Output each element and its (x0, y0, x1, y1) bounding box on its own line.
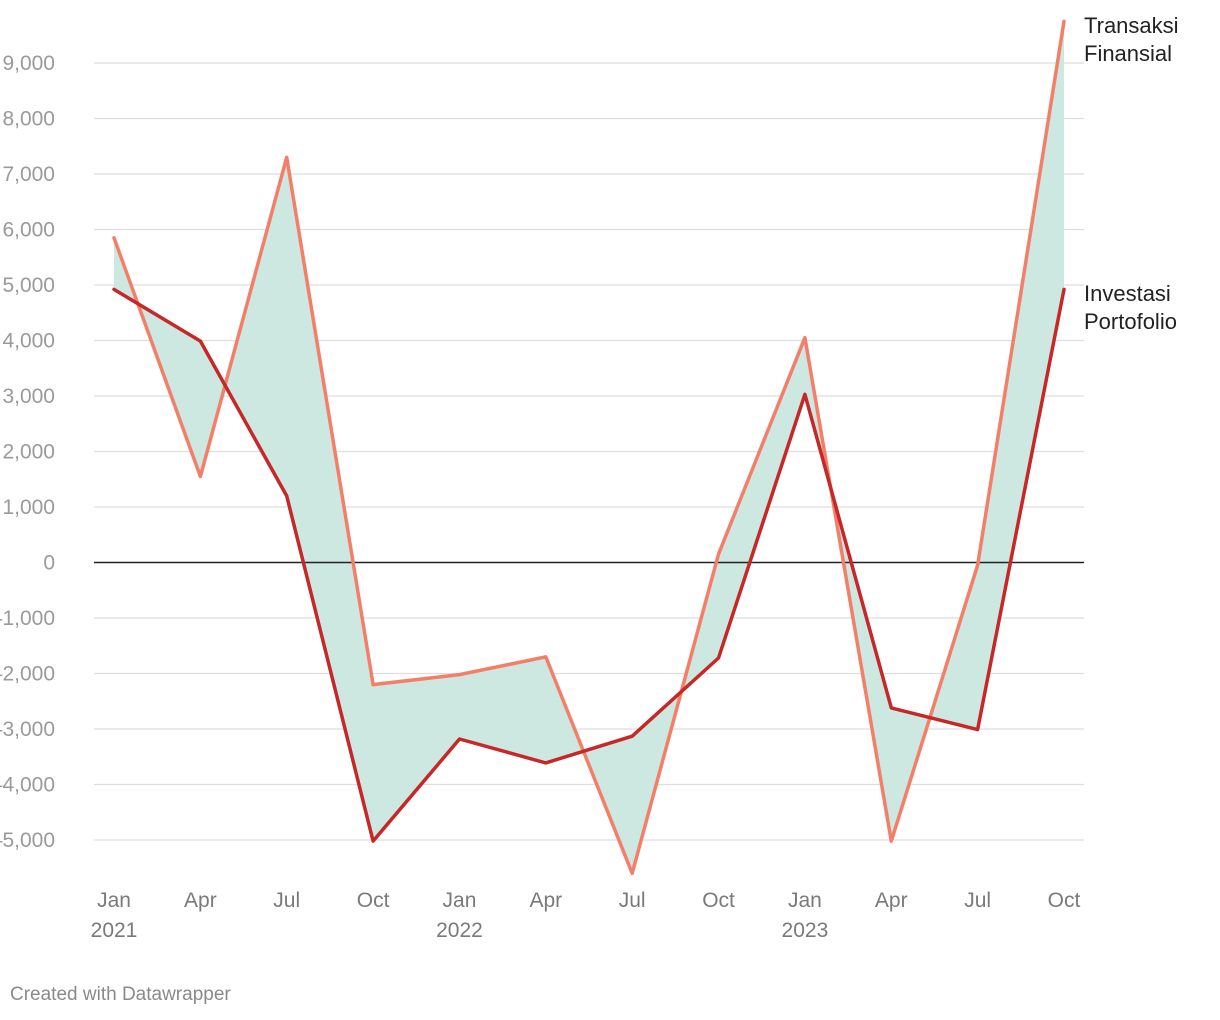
y-tick-label: –1,000 (0, 607, 55, 630)
x-axis-tick-labels: Jan 2021 Apr Jul Oct Jan 2022 Apr Jul Oct Jan 2023 A… (91, 889, 1081, 942)
series-label-transaksi-finansial: Transaksi Finansial (1084, 13, 1179, 66)
x-tick-year-label: 2021 (91, 919, 138, 942)
y-tick-label: 2,000 (2, 441, 55, 464)
gridlines (94, 62, 1084, 841)
series-label-line: Investasi (1084, 281, 1171, 306)
y-tick-label: 0 (43, 552, 55, 575)
series-label-investasi-portofolio: Investasi Portofolio (1084, 281, 1177, 334)
x-tick-year-label: 2022 (436, 919, 483, 942)
y-tick-label: –4,000 (0, 774, 55, 797)
series-label-line: Finansial (1084, 41, 1172, 66)
y-tick-label: 5,000 (2, 274, 55, 297)
x-tick-label: Oct (1048, 889, 1081, 912)
y-tick-label: 7,000 (2, 163, 55, 186)
y-tick-label: 3,000 (2, 385, 55, 408)
y-tick-label: –5,000 (0, 829, 55, 852)
series-lines (112, 19, 1066, 876)
y-tick-label: 4,000 (2, 330, 55, 353)
series-label-line: Transaksi (1084, 13, 1179, 38)
y-tick-label: 8,000 (2, 108, 55, 131)
x-tick-label: Jul (619, 889, 646, 912)
difference-area (114, 21, 1064, 874)
series-line-transaksi-finansial (112, 19, 1066, 876)
x-tick-label: Apr (875, 889, 908, 912)
x-tick-label: Jan (443, 889, 477, 912)
y-tick-label: 9,000 (2, 52, 55, 75)
x-tick-label: Jan (97, 889, 131, 912)
x-tick-label: Apr (184, 889, 217, 912)
x-tick-label: Jul (273, 889, 300, 912)
series-label-line: Portofolio (1084, 309, 1177, 334)
x-tick-label: Oct (702, 889, 735, 912)
y-tick-label: –2,000 (0, 663, 55, 686)
x-tick-label: Jul (964, 889, 991, 912)
series-line-investasi-portofolio (112, 287, 1066, 843)
range-fill-area (114, 21, 1064, 874)
x-tick-label: Apr (529, 889, 562, 912)
y-tick-label: –3,000 (0, 718, 55, 741)
datawrapper-credit[interactable]: Created with Datawrapper (10, 984, 231, 1005)
y-tick-label: 6,000 (2, 219, 55, 242)
x-tick-label: Oct (357, 889, 390, 912)
x-tick-year-label: 2023 (782, 919, 829, 942)
series-labels: Transaksi Finansial Investasi Portofolio (1084, 13, 1179, 334)
x-tick-label: Jan (788, 889, 822, 912)
y-tick-label: 1,000 (2, 496, 55, 519)
y-axis-tick-labels: 9,000 8,000 7,000 6,000 5,000 4,000 3,000 2,000… (0, 52, 55, 852)
